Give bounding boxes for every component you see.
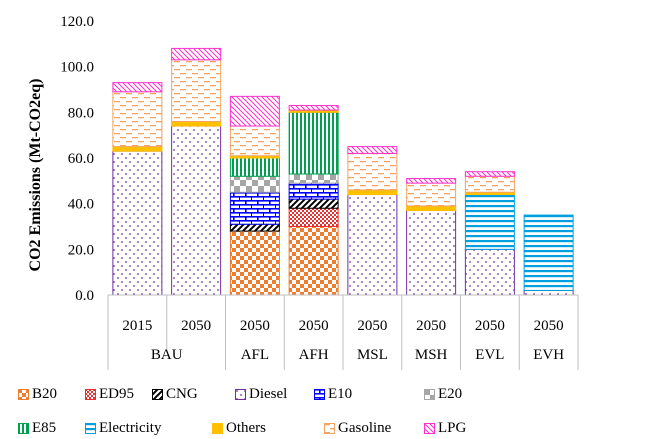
bars xyxy=(112,47,574,296)
y-tick-label: 100.0 xyxy=(60,60,94,76)
legend-swatch xyxy=(424,423,435,434)
bar-segment-e20 xyxy=(288,173,339,184)
legend-item-others: Others xyxy=(212,420,266,437)
legend-label: LPG xyxy=(438,420,467,436)
bar-segment-e85 xyxy=(229,157,280,177)
legend-swatch xyxy=(85,389,96,400)
bar-segment-others xyxy=(347,189,398,196)
legend-swatch xyxy=(314,389,325,400)
x-tick-label: 2050 xyxy=(416,318,446,334)
y-tick-label: 20.0 xyxy=(68,242,94,258)
bar-segment-e10 xyxy=(288,182,339,200)
bar-segment-others xyxy=(112,146,163,152)
group-label: MSH xyxy=(415,347,448,363)
legend-swatch xyxy=(152,389,163,400)
legend-label: B20 xyxy=(32,386,58,402)
bar-segment-lpg xyxy=(464,171,515,177)
bar-segment-gasoline xyxy=(406,182,457,207)
legend-item-cng: CNG xyxy=(152,386,198,403)
y-tick-label: 60.0 xyxy=(68,151,94,167)
bar-segment-lpg xyxy=(171,47,222,61)
bar-segment-lpg xyxy=(406,178,457,184)
legend-swatch xyxy=(18,389,29,400)
bar-segment-diesel xyxy=(347,194,398,296)
x-tick-label: 2015 xyxy=(122,318,152,334)
bar-segment-diesel xyxy=(112,150,163,296)
bar-segment-gasoline xyxy=(171,59,222,122)
legend-swatch xyxy=(235,389,246,400)
group-label: EVH xyxy=(533,347,564,363)
y-tick-label: 40.0 xyxy=(68,197,94,213)
x-tick-label: 2050 xyxy=(534,318,564,334)
legend-item-e85: E85 xyxy=(18,420,56,437)
bar-segment-e85 xyxy=(288,111,339,175)
bar-segment-diesel xyxy=(171,125,222,296)
bar-segment-b20 xyxy=(229,230,280,296)
y-tick-label: 0.0 xyxy=(75,288,94,304)
bar-segment-diesel xyxy=(523,289,574,296)
legend-label: E85 xyxy=(32,420,57,436)
legend-item-electricity: Electricity xyxy=(85,420,161,437)
bar-segment-gasoline xyxy=(112,91,163,148)
group-label: EVL xyxy=(475,347,504,363)
bar-segment-diesel xyxy=(464,248,515,296)
legend-swatch xyxy=(212,423,223,434)
legend-item-gasoline: Gasoline xyxy=(324,420,391,437)
bar-segment-gasoline xyxy=(229,125,280,157)
x-tick-label: 2050 xyxy=(475,318,505,334)
bar-segment-e20 xyxy=(229,175,280,193)
bar-segment-gasoline xyxy=(347,152,398,191)
legend-label: CNG xyxy=(166,386,198,402)
legend-label: Diesel xyxy=(249,386,288,402)
group-label: AFH xyxy=(299,347,329,363)
legend-item-e10: E10 xyxy=(314,386,352,403)
legend-label: Electricity xyxy=(99,420,162,436)
bar-segment-e10 xyxy=(229,191,280,225)
y-tick-label: 120.0 xyxy=(60,14,94,30)
bar-segment-b20 xyxy=(288,226,339,296)
y-axis-label: CO2 Emissions (Mt-CO2eq) xyxy=(27,79,44,272)
bar-segment-gasoline xyxy=(464,175,515,193)
legend-label: Gasoline xyxy=(338,420,392,436)
y-axis: 0.0 20.0 40.0 60.0 80.0 100.0 120.0 xyxy=(60,14,94,304)
group-label: BAU xyxy=(151,347,183,363)
group-label: MSL xyxy=(357,347,388,363)
bar-segment-electricity xyxy=(464,194,515,250)
legend-item-e20: E20 xyxy=(424,386,462,403)
legend-item-diesel: Diesel xyxy=(235,386,287,403)
bar-segment-others xyxy=(406,205,457,212)
x-tick-label: 2050 xyxy=(181,318,211,334)
x-axis: 2015 2050 2050 2050 2050 2050 2050 2050 BAU AFL AF… xyxy=(107,294,579,370)
bar-segment-lpg xyxy=(229,95,280,127)
legend-item-b20: B20 xyxy=(18,386,57,403)
legend-label: E10 xyxy=(328,386,353,402)
legend-item-ed95: ED95 xyxy=(85,386,134,403)
bar-segment-lpg xyxy=(347,146,398,154)
legend-label: Others xyxy=(226,420,266,436)
legend-label: E20 xyxy=(438,386,463,402)
bar-segment-electricity xyxy=(523,214,574,291)
bar-segment-cng xyxy=(288,198,339,209)
legend-swatch xyxy=(18,423,29,434)
x-tick-label: 2050 xyxy=(357,318,387,334)
bar-segment-others xyxy=(171,120,222,127)
bar-segment-cng xyxy=(229,223,280,232)
bar-segment-ed95 xyxy=(288,207,339,228)
x-tick-label: 2050 xyxy=(299,318,329,334)
bar-segment-lpg xyxy=(112,82,163,93)
legend-swatch xyxy=(324,423,335,434)
legend-swatch xyxy=(85,423,96,434)
x-tick-label: 2050 xyxy=(240,318,270,334)
bar-segment-diesel xyxy=(406,210,457,296)
legend-label: ED95 xyxy=(99,386,134,402)
group-label: AFL xyxy=(241,347,269,363)
y-tick-label: 80.0 xyxy=(68,105,94,121)
legend-item-lpg: LPG xyxy=(424,420,466,437)
legend-swatch xyxy=(424,389,435,400)
bar-segment-lpg xyxy=(288,104,339,111)
